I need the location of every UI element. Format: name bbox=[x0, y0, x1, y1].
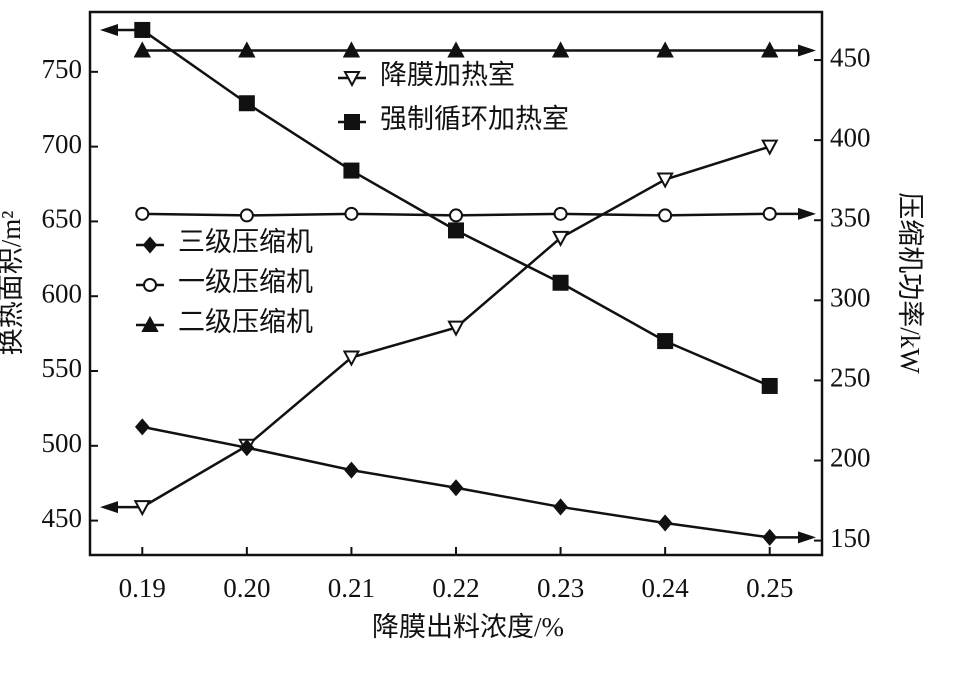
axis-arrow-head bbox=[798, 531, 816, 544]
y2-tick-label: 350 bbox=[830, 202, 871, 232]
marker bbox=[239, 439, 255, 457]
marker bbox=[344, 461, 359, 479]
axis-arrow-head bbox=[798, 44, 816, 57]
marker bbox=[344, 206, 359, 221]
x-tick-label: 0.23 bbox=[537, 573, 584, 603]
marker bbox=[448, 479, 464, 497]
legend-label: 一级压缩机 bbox=[178, 267, 313, 297]
y2-tick-label: 150 bbox=[830, 523, 871, 553]
axis-arrow-head bbox=[100, 501, 118, 514]
legend-label: 强制循环加热室 bbox=[380, 104, 569, 134]
marker bbox=[658, 208, 673, 223]
marker bbox=[447, 41, 465, 58]
marker bbox=[656, 172, 674, 189]
axis-arrow-head bbox=[798, 207, 816, 220]
marker bbox=[134, 21, 151, 38]
marker bbox=[134, 418, 150, 436]
y2-tick-label: 300 bbox=[830, 283, 871, 313]
x-tick-label: 0.22 bbox=[432, 573, 479, 603]
marker bbox=[133, 41, 151, 58]
marker bbox=[141, 315, 159, 332]
marker bbox=[448, 222, 464, 239]
y-tick-label: 600 bbox=[42, 278, 83, 308]
marker bbox=[343, 71, 361, 88]
marker bbox=[342, 41, 361, 58]
marker bbox=[553, 206, 568, 221]
marker bbox=[657, 333, 674, 350]
legend-label: 降膜加热室 bbox=[380, 60, 515, 90]
marker bbox=[761, 377, 778, 394]
marker bbox=[143, 278, 157, 292]
marker bbox=[656, 41, 674, 58]
x-axis-label: 降膜出料浓度/% bbox=[372, 612, 564, 642]
marker bbox=[449, 208, 463, 223]
marker bbox=[133, 500, 151, 517]
marker bbox=[761, 41, 779, 58]
marker bbox=[239, 208, 254, 223]
y2-tick-label: 200 bbox=[830, 443, 871, 473]
y-tick-label: 500 bbox=[42, 428, 83, 458]
marker bbox=[551, 41, 570, 58]
x-tick-label: 0.20 bbox=[223, 573, 270, 603]
x-tick-label: 0.24 bbox=[642, 573, 690, 603]
y2-tick-label: 400 bbox=[830, 122, 871, 152]
marker bbox=[142, 236, 158, 254]
marker bbox=[657, 514, 673, 532]
y2-axis-label: 压缩机功率/kW bbox=[895, 192, 925, 374]
marker bbox=[762, 528, 778, 546]
marker bbox=[447, 320, 465, 337]
y-tick-label: 550 bbox=[42, 353, 83, 383]
marker bbox=[761, 139, 779, 156]
y-tick-label: 750 bbox=[42, 54, 83, 84]
marker bbox=[238, 41, 256, 58]
legend-label: 二级压缩机 bbox=[178, 307, 313, 337]
y-tick-label: 450 bbox=[42, 503, 83, 533]
marker bbox=[552, 274, 569, 291]
x-tick-label: 0.19 bbox=[119, 573, 166, 603]
axis-arrow-head bbox=[100, 23, 118, 36]
x-tick-label: 0.25 bbox=[746, 573, 793, 603]
y-tick-label: 650 bbox=[42, 204, 83, 234]
legend-label: 三级压缩机 bbox=[178, 227, 313, 257]
x-tick-label: 0.21 bbox=[328, 573, 375, 603]
marker bbox=[342, 350, 361, 367]
marker bbox=[343, 162, 360, 179]
marker bbox=[344, 114, 360, 130]
marker bbox=[762, 206, 777, 221]
y2-tick-label: 250 bbox=[830, 363, 871, 393]
marker bbox=[135, 206, 150, 221]
marker bbox=[238, 95, 255, 112]
marker bbox=[553, 498, 568, 516]
y-tick-label: 700 bbox=[42, 129, 83, 159]
y-axis-label: 换热面积/m² bbox=[0, 211, 26, 356]
marker bbox=[551, 230, 570, 247]
y2-tick-label: 450 bbox=[830, 42, 871, 72]
